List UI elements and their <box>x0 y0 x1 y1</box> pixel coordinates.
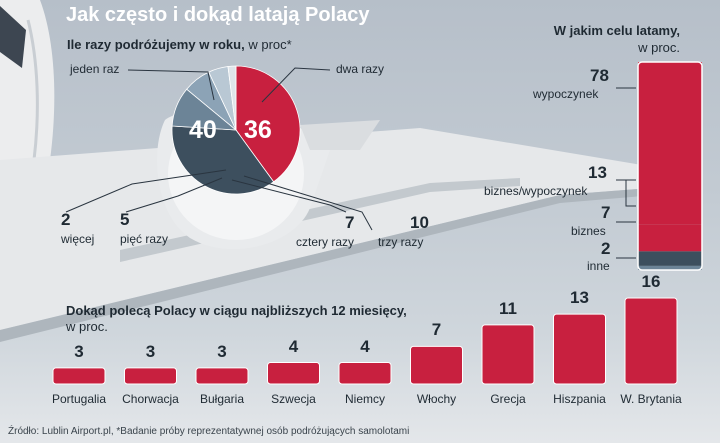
stack-label-biznes-wypoczynek: biznes/wypoczynek <box>484 184 588 198</box>
bar-label-w-brytania: W. Brytania <box>620 392 682 406</box>
pie-label-jeden-raz: jeden raz <box>70 62 120 76</box>
bar-label-hiszpania: Hiszpania <box>553 392 606 406</box>
bar-label-szwecja: Szwecja <box>271 392 316 406</box>
stack-label-wypoczynek: wypoczynek <box>533 87 599 101</box>
airplane-engine-pylon <box>300 120 380 150</box>
pie-leader-trzy-razy <box>243 175 373 231</box>
pie-label-wiecej: więcej <box>61 232 95 246</box>
pie-leader-dwa-razy <box>261 67 331 103</box>
bar-value-chorwacja: 3 <box>145 341 156 361</box>
bar-szwecja <box>267 362 320 385</box>
pie-value-trzy-razy: 10 <box>410 213 429 232</box>
pie-label-trzy-razy: trzy razy <box>378 235 424 249</box>
pie-leader-lines <box>65 67 373 231</box>
stack-title-main: W jakim celu latamy, <box>553 23 680 38</box>
source-note: Źródło: Lublin Airport.pl, *Badanie prób… <box>8 426 410 437</box>
pie-label-cztery-razy: cztery razy <box>296 235 355 249</box>
pie-value-jeden-raz: 40 <box>189 116 217 144</box>
pie-value-piec-razy: 5 <box>120 210 130 229</box>
pie-value-wiecej: 2 <box>61 210 71 229</box>
bar-portugalia <box>52 367 106 385</box>
bar-label-portugalia: Portugalia <box>51 392 107 406</box>
bars-title: Dokąd polecą Polacy w ciągu najbliższych… <box>66 303 407 335</box>
bar-value-wlochy: 7 <box>431 320 442 340</box>
bar-value-w-brytania: 16 <box>641 272 661 291</box>
stack-value-biznes-wypoczynek: 13 <box>588 163 607 182</box>
airplane-flap <box>120 178 520 262</box>
bar-w-brytania <box>624 297 678 385</box>
stack-value-biznes: 7 <box>601 203 611 222</box>
bar-label-grecja: Grecja <box>490 392 526 406</box>
bar-bulgaria <box>195 367 249 385</box>
stack-segment-wypoczynek <box>638 62 702 225</box>
pie-leader-wiecej <box>65 169 227 213</box>
pie-label-piec-razy: pięć razy <box>120 232 169 246</box>
stack-outline <box>637 61 703 271</box>
bar-chorwacja <box>124 367 177 385</box>
pie-leader-cztery-razy <box>231 179 347 213</box>
stack-value-inne: 2 <box>601 239 611 258</box>
stack-value-wypoczynek: 78 <box>590 66 609 85</box>
bar-label-bulgaria: Bułgaria <box>199 392 245 406</box>
bar-label-chorwacja: Chorwacja <box>122 392 179 406</box>
airplane-window <box>0 6 26 68</box>
pie-title-unit: w proc* <box>248 37 292 52</box>
airplane-cockpit-edge <box>26 19 39 161</box>
bar-label-wlochy: Włochy <box>416 392 457 406</box>
stack-segment-biznes <box>638 251 702 266</box>
pie-value-dwa-razy: 36 <box>244 116 272 144</box>
bar-value-hiszpania: 13 <box>570 288 589 308</box>
bar-value-niemcy: 4 <box>360 336 370 356</box>
pie-slice-jeden-raz <box>235 65 301 183</box>
stack-title-unit: w proc. <box>638 40 680 55</box>
pie-label-dwa-razy: dwa razy <box>336 62 385 76</box>
bars-title-unit: w proc. <box>66 319 108 334</box>
stack-title: W jakim celu latamy, w proc. <box>500 22 680 56</box>
pie-leader-piec-razy <box>125 177 223 213</box>
bar-value-szwecja: 4 <box>288 336 299 356</box>
pie-leader-jeden-raz <box>127 69 215 101</box>
bar-value-bulgaria: 3 <box>217 341 227 361</box>
stack-segment-biznes-wypoczynek <box>638 224 702 252</box>
bar-wlochy <box>410 345 463 385</box>
bar-chart-destinations <box>52 297 678 385</box>
main-title: Jak często i dokąd latają Polacy <box>66 4 370 26</box>
bar-label-niemcy: Niemcy <box>344 392 385 406</box>
bar-hiszpania <box>553 313 606 385</box>
stack-leader-bracket <box>625 180 636 207</box>
pie-slice-wiecej <box>227 65 237 131</box>
bars-title-main: Dokąd polecą Polacy w ciągu najbliższych… <box>66 303 407 318</box>
bar-value-portugalia: 3 <box>74 341 84 361</box>
stack-label-biznes: biznes <box>571 224 606 238</box>
pie-title: Ile razy podróżujemy w roku, w proc* <box>67 37 292 52</box>
stack-segment-inne <box>638 265 702 270</box>
bar-grecja <box>481 324 535 385</box>
bar-value-grecja: 11 <box>499 298 517 318</box>
stack-label-inne: inne <box>587 259 610 273</box>
pie-title-main: Ile razy podróżujemy w roku, <box>67 37 245 52</box>
pie-value-cztery-razy: 7 <box>345 213 355 232</box>
bar-niemcy <box>338 362 392 385</box>
stacked-bar-purpose <box>616 61 703 271</box>
